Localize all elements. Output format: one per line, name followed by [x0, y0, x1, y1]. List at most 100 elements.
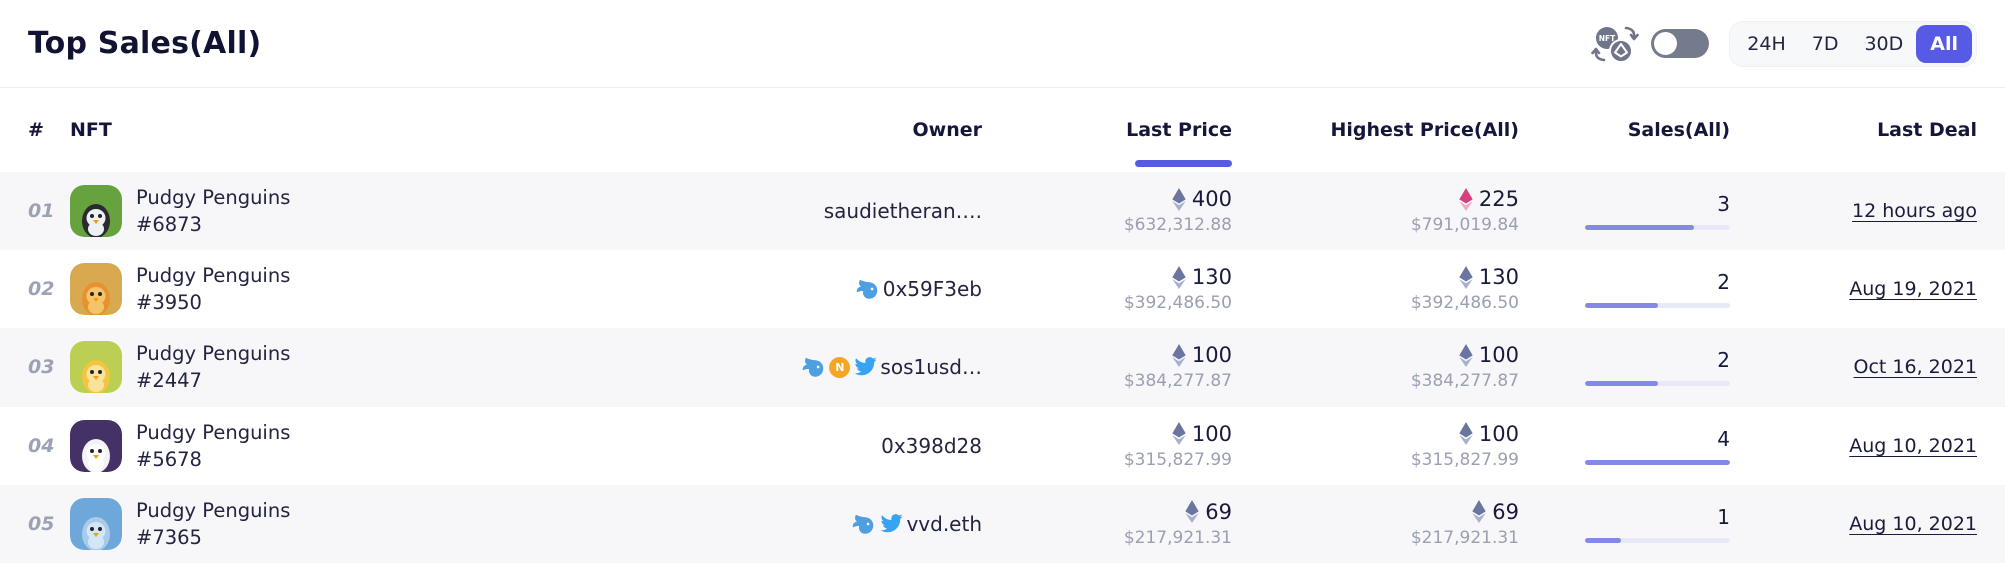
nft-cell: Pudgy Penguins #6873 [70, 184, 508, 238]
col-owner[interactable]: Owner [912, 119, 983, 141]
highest-price-cell: 130 $392,486.50 [1232, 265, 1519, 313]
sales-count: 3 [1717, 192, 1730, 217]
eth-price-line: 100 [1459, 422, 1519, 446]
sales-count: 2 [1717, 270, 1730, 295]
usd-amount: $632,312.88 [1123, 215, 1232, 236]
col-last-price[interactable]: Last Price [982, 88, 1232, 172]
table-body: 01 Pudgy Penguins #6873 [0, 172, 2005, 563]
owner-name[interactable]: vvd.eth [906, 511, 982, 536]
highest-price-cell: 69 $217,921.31 [1232, 500, 1519, 548]
owner-cell[interactable]: N sos1usd… [508, 355, 982, 379]
table-row[interactable]: 02 Pudgy Penguins #3950 [0, 250, 2005, 328]
owner-cell[interactable]: vvd.eth [508, 512, 982, 536]
collection-name[interactable]: Pudgy Penguins [136, 498, 291, 522]
usd-amount: $392,486.50 [1123, 293, 1232, 314]
collection-name[interactable]: Pudgy Penguins [136, 420, 291, 444]
last-deal-cell: 12 hours ago [1730, 200, 1977, 222]
time-range-filter: 24H 7D 30D All [1729, 20, 1977, 67]
nft-avatar[interactable] [70, 497, 122, 550]
table-row[interactable]: 01 Pudgy Penguins #6873 [0, 172, 2005, 251]
nft-avatar[interactable] [70, 419, 122, 472]
sales-bar [1585, 537, 1730, 543]
period-24h-button[interactable]: 24H [1734, 25, 1798, 63]
token-id[interactable]: #3950 [136, 291, 202, 315]
nft-eth-swap-icon[interactable]: NFT [1591, 22, 1640, 66]
collection-name[interactable]: Pudgy Penguins [136, 186, 291, 210]
usd-amount: $315,827.99 [1410, 449, 1519, 470]
col-rank[interactable]: # [28, 119, 44, 141]
last-deal-link[interactable]: 12 hours ago [1851, 200, 1977, 223]
last-deal-cell: Aug 10, 2021 [1730, 513, 1977, 535]
owner-name[interactable]: 0x59F3eb [882, 277, 982, 302]
col-last-deal[interactable]: Last Deal [1877, 119, 1977, 141]
token-id[interactable]: #6873 [136, 213, 202, 237]
collection-name[interactable]: Pudgy Penguins [136, 264, 291, 288]
table-row[interactable]: 03 Pudgy Penguins #2447 [0, 328, 2005, 407]
col-highest-price[interactable]: Highest Price(All) [1330, 119, 1520, 141]
owner-cell[interactable]: 0x59F3eb [508, 277, 982, 301]
owner-name[interactable]: sos1usd… [880, 355, 982, 380]
eth-amount: 100 [1478, 421, 1519, 446]
last-deal-cell: Oct 16, 2021 [1730, 356, 1978, 379]
twitter-icon[interactable] [853, 357, 878, 377]
col-sales[interactable]: Sales(All) [1627, 119, 1730, 141]
sales-cell: 2 [1519, 348, 1730, 387]
last-deal-link[interactable]: Aug 19, 2021 [1849, 278, 1977, 301]
owner-name[interactable]: 0x398d28 [881, 433, 982, 458]
eth-amount: 69 [1205, 499, 1232, 524]
sales-bar [1585, 303, 1730, 309]
eth-icon [1459, 422, 1473, 446]
eth-price-line: 69 [1185, 500, 1232, 524]
owner-cell[interactable]: 0x398d28 [508, 434, 982, 458]
nft-meta: Pudgy Penguins #2447 [136, 340, 290, 394]
nft-meta: Pudgy Penguins #6873 [136, 184, 290, 238]
usd-amount: $384,277.87 [1123, 371, 1232, 392]
table-header: # NFT Owner Last Price Highest Price(All… [0, 88, 2005, 172]
eth-amount: 100 [1191, 343, 1232, 368]
eth-price-line: 100 [1459, 343, 1519, 367]
table-row[interactable]: 04 Pudgy Penguins #5678 [0, 407, 2005, 485]
sales-count: 1 [1717, 504, 1730, 529]
last-deal-link[interactable]: Aug 10, 2021 [1849, 512, 1977, 535]
sales-bar-fill [1585, 459, 1730, 465]
token-id[interactable]: #5678 [136, 447, 202, 471]
nft-cell: Pudgy Penguins #5678 [70, 419, 508, 473]
sales-bar-fill [1585, 225, 1694, 231]
table-row[interactable]: 05 Pudgy Penguins #7365 [0, 484, 2005, 563]
token-id[interactable]: #2447 [136, 369, 202, 393]
rank-label: 02 [28, 278, 55, 301]
nft-avatar[interactable] [70, 263, 122, 316]
token-id[interactable]: #7365 [136, 525, 202, 549]
owner-name[interactable]: saudietheran…. [823, 199, 982, 224]
collection-name[interactable]: Pudgy Penguins [136, 342, 291, 366]
highest-price-cell: 100 $384,277.87 [1232, 343, 1519, 391]
last-deal-link[interactable]: Oct 16, 2021 [1853, 356, 1978, 379]
nft-avatar[interactable] [70, 185, 122, 238]
currency-toggle[interactable] [1651, 29, 1710, 58]
period-7d-button[interactable]: 7D [1799, 25, 1852, 63]
sales-cell: 3 [1519, 192, 1730, 231]
eth-icon [1459, 187, 1473, 211]
eth-amount: 130 [1478, 265, 1519, 290]
period-30d-button[interactable]: 30D [1851, 25, 1916, 63]
col-last-price-label: Last Price [1126, 119, 1232, 141]
last-price-cell: 69 $217,921.31 [982, 500, 1232, 548]
sales-cell: 2 [1519, 270, 1730, 309]
last-deal-link[interactable]: Aug 10, 2021 [1849, 434, 1977, 457]
eth-price-line: 225 [1459, 187, 1519, 211]
usd-amount: $384,277.87 [1410, 371, 1519, 392]
owner-cell[interactable]: saudietheran…. [508, 199, 982, 223]
twitter-icon[interactable] [879, 513, 904, 534]
nft-avatar[interactable] [70, 341, 122, 394]
col-nft[interactable]: NFT [70, 119, 112, 141]
nft-meta: Pudgy Penguins #7365 [136, 497, 290, 551]
usd-amount: $315,827.99 [1123, 449, 1232, 470]
eth-amount: 130 [1191, 265, 1232, 290]
eth-price-line: 130 [1459, 265, 1519, 289]
last-price-cell: 100 $384,277.87 [982, 343, 1232, 391]
sales-bar [1585, 459, 1730, 465]
period-all-button[interactable]: All [1916, 24, 1972, 63]
nft-cell: Pudgy Penguins #3950 [70, 262, 508, 316]
sales-cell: 1 [1519, 505, 1730, 543]
